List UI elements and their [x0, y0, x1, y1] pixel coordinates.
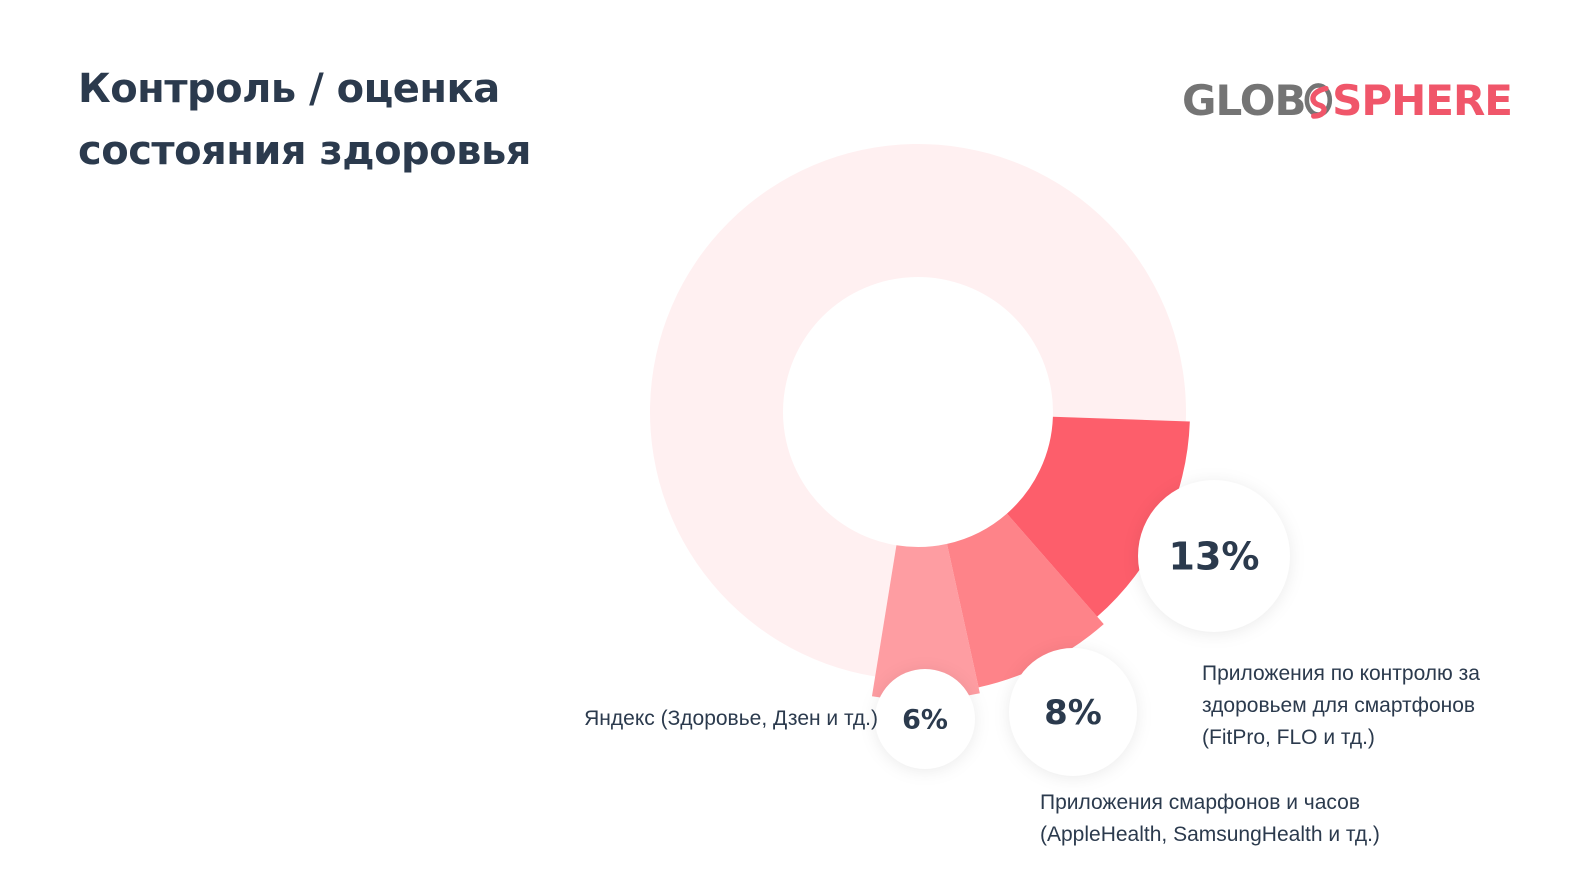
slice-watch-apps	[946, 513, 1104, 688]
swirl-icon	[1305, 83, 1333, 119]
slice-label-watch-apps: Приложения смарфонов и часов (AppleHealt…	[1040, 791, 1380, 846]
slice-watch-apps-value: 8%	[1044, 693, 1102, 733]
slice-yandex-value: 6%	[902, 705, 948, 736]
slice-label-yandex: Яндекс (Здоровье, Дзен и тд.)	[584, 707, 878, 730]
slice-health-apps-value: 13%	[1169, 535, 1260, 579]
slice-watch-apps-badge	[1009, 648, 1137, 776]
page-title: Контроль / оценка состояния здоровья	[78, 58, 531, 182]
slice-label-health-apps: Приложения по контролю за здоровьем для …	[1202, 662, 1480, 749]
slice-other	[650, 144, 1187, 677]
slice-yandex-badge	[875, 669, 975, 769]
page-title-line-1: Контроль / оценка	[78, 66, 500, 112]
page-title-line-2: состояния здоровья	[78, 128, 531, 174]
globosphere-logo: GLOB SPHERE	[1182, 74, 1513, 126]
logo-text-part-2: SPHERE	[1332, 75, 1513, 125]
slice-health-apps-badge	[1138, 480, 1290, 632]
slice-health-apps	[1006, 416, 1190, 617]
logo-text-part-1: GLOB	[1182, 75, 1306, 125]
slice-yandex	[871, 543, 980, 700]
